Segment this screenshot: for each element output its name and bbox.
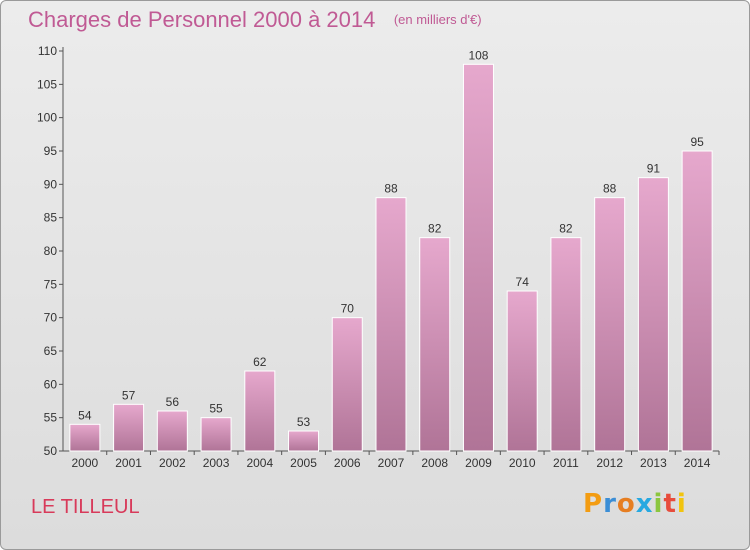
x-tick-label-2006: 2006 xyxy=(334,456,361,470)
y-tick-label: 85 xyxy=(44,211,58,225)
y-tick-label: 110 xyxy=(38,44,57,58)
value-label-2012: 88 xyxy=(603,182,617,196)
bar-2013 xyxy=(637,177,669,452)
value-label-2009: 108 xyxy=(468,48,488,62)
title-block: Charges de Personnel 2000 à 2014 (en mil… xyxy=(28,7,482,33)
x-tick-label-2000: 2000 xyxy=(72,456,99,470)
y-tick-label: 60 xyxy=(44,377,58,391)
value-label-2007: 88 xyxy=(384,182,398,196)
y-tick-label: 50 xyxy=(44,444,58,458)
x-tick-label-2009: 2009 xyxy=(465,456,492,470)
x-tick-label-2003: 2003 xyxy=(203,456,230,470)
axes: 50 55 60 65 70 75 80 85 90 95 100 105 110 xyxy=(37,44,720,458)
x-tick-label-2013: 2013 xyxy=(640,456,667,470)
bar-2004 xyxy=(244,370,276,452)
y-tick-label: 55 xyxy=(44,411,58,425)
y-tick-label: 80 xyxy=(44,244,58,258)
value-label-2000: 54 xyxy=(78,408,92,422)
value-label-2003: 55 xyxy=(209,402,223,416)
bar-2002 xyxy=(156,410,188,452)
bars xyxy=(69,63,713,452)
bar-2005 xyxy=(288,430,320,452)
value-label-2002: 56 xyxy=(166,395,180,409)
bar-2001 xyxy=(113,403,145,452)
x-tick-label-2001: 2001 xyxy=(115,456,142,470)
bar-2011 xyxy=(550,237,582,452)
x-tick-label-2011: 2011 xyxy=(553,456,579,470)
labels: 2000 54 2001 57 2002 56 2003 55 2004 62 2005 53 2006… xyxy=(72,48,711,470)
bar-2007 xyxy=(375,197,407,452)
value-label-2013: 91 xyxy=(647,162,661,176)
value-label-2001: 57 xyxy=(122,388,136,402)
bar-2014 xyxy=(681,150,713,452)
y-tick-label: 65 xyxy=(44,344,58,358)
value-label-2011: 82 xyxy=(559,222,573,236)
chart-title: Charges de Personnel 2000 à 2014 xyxy=(28,7,376,32)
y-tick-label: 70 xyxy=(44,311,58,325)
x-tick-label-2005: 2005 xyxy=(290,456,317,470)
value-label-2008: 82 xyxy=(428,222,442,236)
y-tick-label: 90 xyxy=(44,177,58,191)
x-tick-label-2002: 2002 xyxy=(159,456,186,470)
y-tick-label: 105 xyxy=(37,77,57,91)
y-tick-label: 95 xyxy=(44,144,58,158)
value-label-2006: 70 xyxy=(341,302,355,316)
bar-2008 xyxy=(419,237,451,452)
y-tick-label: 75 xyxy=(44,277,58,291)
value-label-2005: 53 xyxy=(297,415,311,429)
x-tick-label-2014: 2014 xyxy=(684,456,711,470)
bar-2003 xyxy=(200,417,232,452)
proxiti-logo: Proxiti xyxy=(583,489,687,519)
bar-2012 xyxy=(594,197,626,452)
y-tick-label: 100 xyxy=(37,111,57,125)
bar-2010 xyxy=(506,290,538,452)
value-label-2010: 74 xyxy=(516,275,530,289)
x-tick-label-2008: 2008 xyxy=(421,456,448,470)
bar-2009 xyxy=(462,63,494,452)
value-label-2014: 95 xyxy=(690,135,704,149)
x-tick-label-2004: 2004 xyxy=(246,456,273,470)
value-label-2004: 62 xyxy=(253,355,267,369)
x-tick-label-2012: 2012 xyxy=(596,456,623,470)
x-tick-label-2010: 2010 xyxy=(509,456,536,470)
chart-unit: (en milliers d'€) xyxy=(393,12,482,27)
bar-2006 xyxy=(331,317,363,452)
x-tick-label-2007: 2007 xyxy=(378,456,405,470)
commune-name: LE TILLEUL xyxy=(31,496,140,518)
bar-2000 xyxy=(69,423,101,452)
